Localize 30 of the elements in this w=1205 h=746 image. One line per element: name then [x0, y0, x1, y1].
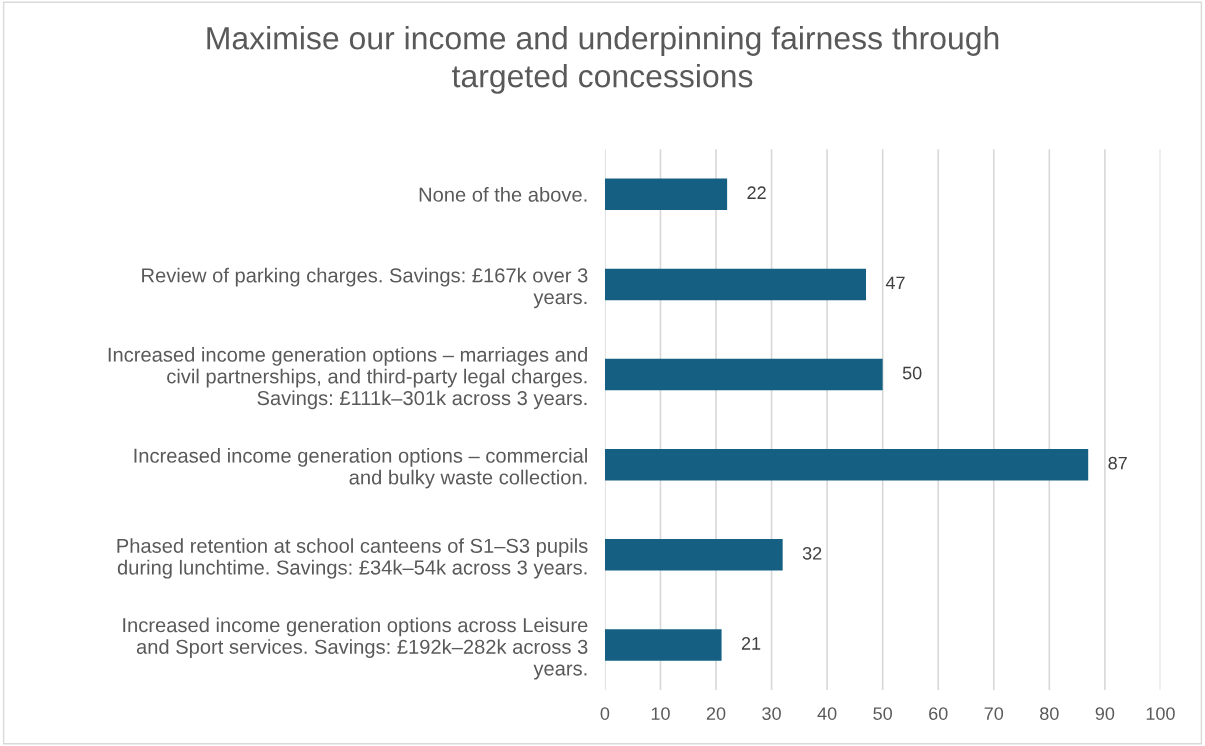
data-label: 21 — [741, 637, 761, 650]
bar — [604, 629, 722, 661]
data-label: 22 — [747, 186, 766, 199]
y-tick-label: Increased income generation options – marriages and civil partnerships, and third-party legal charges. Savings: £111k–301k across 3 years. — [108, 347, 587, 410]
x-tick-label: 100 — [1146, 707, 1175, 720]
y-tick-label: None of the above. — [419, 186, 587, 202]
x-tick-label: 30 — [762, 707, 781, 720]
data-label: 32 — [802, 546, 822, 560]
x-tick-label: 60 — [929, 707, 948, 720]
x-tick-label: 90 — [1095, 707, 1115, 720]
bar — [604, 178, 728, 211]
y-tick-label: Increased income generation options – commercial and bulky waste collection. — [134, 448, 587, 489]
data-label: 50 — [902, 366, 922, 380]
x-tick-label: 20 — [706, 707, 726, 720]
y-tick-label: Phased retention at school canteens of S1–S3 pupils during lunchtime. Savings: £34k–54k across 3 years. — [117, 538, 588, 579]
x-tick-label: 0 — [600, 707, 610, 720]
x-tick-label: 70 — [984, 707, 1004, 720]
bar — [604, 448, 1089, 481]
y-tick-label: Increased income generation options across Leisure and Sport services. Savings: £192k–282k across 3 years. — [123, 617, 588, 680]
bar — [604, 358, 883, 391]
y-tick-label: Review of parking charges. Savings: £167k over 3 years. — [142, 267, 588, 309]
data-label: 47 — [885, 276, 905, 290]
x-tick-label: 10 — [651, 707, 670, 720]
bar — [604, 539, 783, 571]
data-label: 87 — [1108, 456, 1127, 470]
x-tick-label: 80 — [1040, 707, 1059, 720]
chart-title: Maximise our income and underpinning fairness through targeted concessions — [207, 26, 999, 94]
x-tick-label: 40 — [817, 707, 837, 720]
bar — [604, 268, 866, 301]
x-tick-label: 50 — [873, 707, 892, 720]
